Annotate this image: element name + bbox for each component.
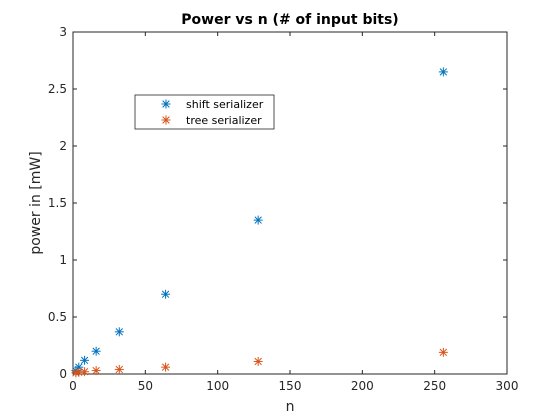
tree-serializer-point xyxy=(114,364,124,374)
legend: shift serializer tree serializer xyxy=(134,94,275,130)
y-axis-label: power in [mW] xyxy=(28,151,44,254)
tree-serializer-point xyxy=(253,356,263,366)
legend-marker-tree-serializer xyxy=(161,115,171,125)
y-tick-label: 2 xyxy=(59,139,67,153)
y-tick-label: 2.5 xyxy=(48,82,67,96)
y-tick-label: 0 xyxy=(59,367,67,381)
y-tick-label: 1.5 xyxy=(48,196,67,210)
x-tick-label: 300 xyxy=(496,379,519,393)
legend-markers xyxy=(161,99,171,125)
y-tick-label: 0.5 xyxy=(48,310,67,324)
x-tick-label: 50 xyxy=(138,379,153,393)
legend-marker-shift-serializer xyxy=(161,99,171,109)
legend-entry-shift-serializer: shift serializer xyxy=(186,98,264,111)
axis-ticks: 0 50 100 150 200 250 300 0 0.5 1 1.5 2 2.5 3 xyxy=(48,25,519,393)
shift-serializer-point xyxy=(253,215,263,225)
x-axis-label: n xyxy=(286,399,295,415)
shift-serializer-point xyxy=(438,67,448,77)
tree-serializer-point xyxy=(74,367,84,377)
x-tick-label: 200 xyxy=(351,379,374,393)
shift-serializer-point xyxy=(91,346,101,356)
y-tick-label: 1 xyxy=(59,253,67,267)
tree-serializer-point xyxy=(161,362,171,372)
x-tick-label: 250 xyxy=(423,379,446,393)
shift-serializer-point xyxy=(114,327,124,337)
chart-title: Power vs n (# of input bits) xyxy=(181,12,398,28)
shift-serializer-point xyxy=(161,289,171,299)
tree-serializer-point xyxy=(91,366,101,376)
tree-serializer-point xyxy=(438,347,448,357)
tree-serializer-point xyxy=(80,367,90,377)
data-points xyxy=(71,67,448,378)
y-tick-label: 3 xyxy=(59,25,67,39)
x-tick-label: 100 xyxy=(206,379,229,393)
legend-entry-tree-serializer: tree serializer xyxy=(186,114,262,127)
x-tick-label: 150 xyxy=(279,379,302,393)
plot-area xyxy=(72,31,508,375)
shift-serializer-point xyxy=(80,355,90,365)
legend-box xyxy=(134,94,275,130)
x-tick-label: 0 xyxy=(69,379,77,393)
